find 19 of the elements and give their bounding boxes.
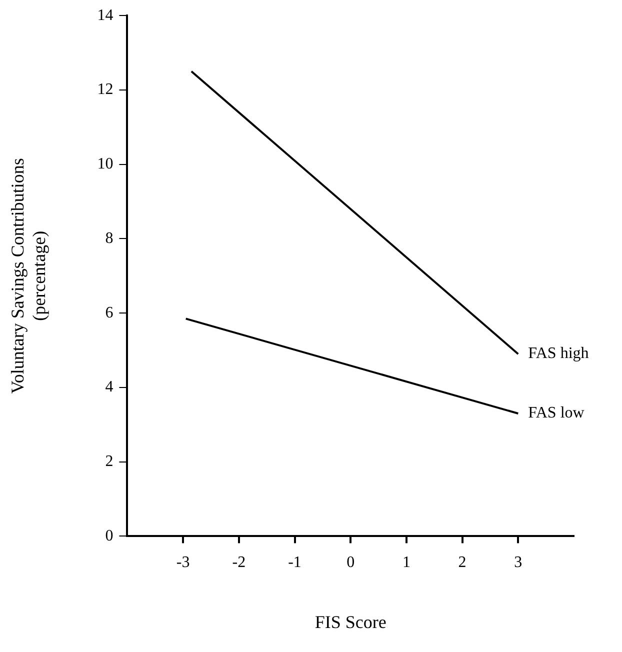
y-tick-label: 4 — [105, 378, 114, 396]
y-tick-label: 6 — [105, 304, 114, 322]
x-tick-label: 2 — [458, 554, 466, 572]
y-tick-label: 12 — [97, 81, 114, 98]
y-tick-label: 2 — [105, 453, 114, 470]
x-axis-title: FIS Score — [314, 612, 386, 632]
series-label: FAS low — [528, 404, 585, 422]
y-axis-title: Voluntary Savings Contributions (percentage) — [8, 158, 50, 394]
x-tick-label: 0 — [346, 554, 355, 572]
series-label: FAS high — [528, 345, 589, 362]
y-tick-label: 8 — [105, 230, 114, 247]
x-tick-label: 3 — [514, 554, 522, 572]
x-tick-label: -3 — [176, 554, 190, 572]
x-tick-label: -2 — [232, 554, 246, 572]
x-tick-label: -1 — [288, 554, 302, 572]
y-tick-label: 0 — [105, 527, 114, 544]
y-tick-label: 14 — [97, 6, 114, 24]
y-tick-label: 10 — [97, 156, 114, 173]
x-tick-label: 1 — [402, 554, 410, 572]
